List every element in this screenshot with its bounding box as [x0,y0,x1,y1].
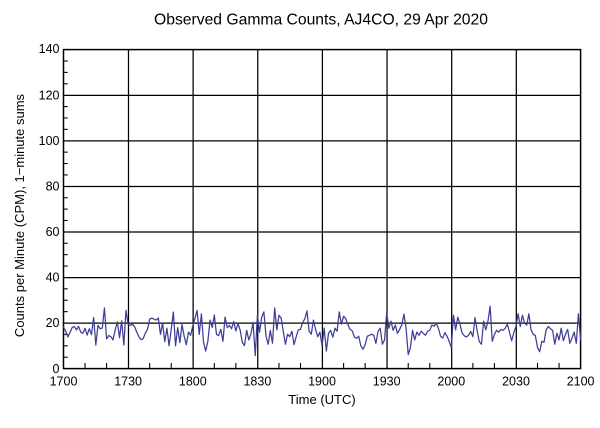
svg-text:60: 60 [46,225,60,239]
svg-text:2030: 2030 [502,375,530,389]
svg-text:20: 20 [46,316,60,330]
svg-text:1830: 1830 [243,375,271,389]
svg-text:140: 140 [39,42,60,56]
svg-text:1900: 1900 [308,375,336,389]
svg-text:0: 0 [53,362,60,376]
svg-text:Time (UTC): Time (UTC) [288,392,355,407]
svg-text:2000: 2000 [437,375,465,389]
svg-text:120: 120 [39,88,60,102]
svg-text:Observed Gamma Counts, AJ4CO,: Observed Gamma Counts, AJ4CO, 29 Apr 202… [154,12,488,29]
svg-text:2100: 2100 [567,375,595,389]
svg-text:1700: 1700 [50,375,78,389]
svg-text:40: 40 [46,271,60,285]
svg-text:1730: 1730 [114,375,142,389]
svg-text:1800: 1800 [179,375,207,389]
svg-text:Counts per Minute (CPM), 1−min: Counts per Minute (CPM), 1−minute sums [12,93,27,337]
svg-text:100: 100 [39,134,60,148]
svg-text:1930: 1930 [373,375,401,389]
svg-text:80: 80 [46,180,60,194]
